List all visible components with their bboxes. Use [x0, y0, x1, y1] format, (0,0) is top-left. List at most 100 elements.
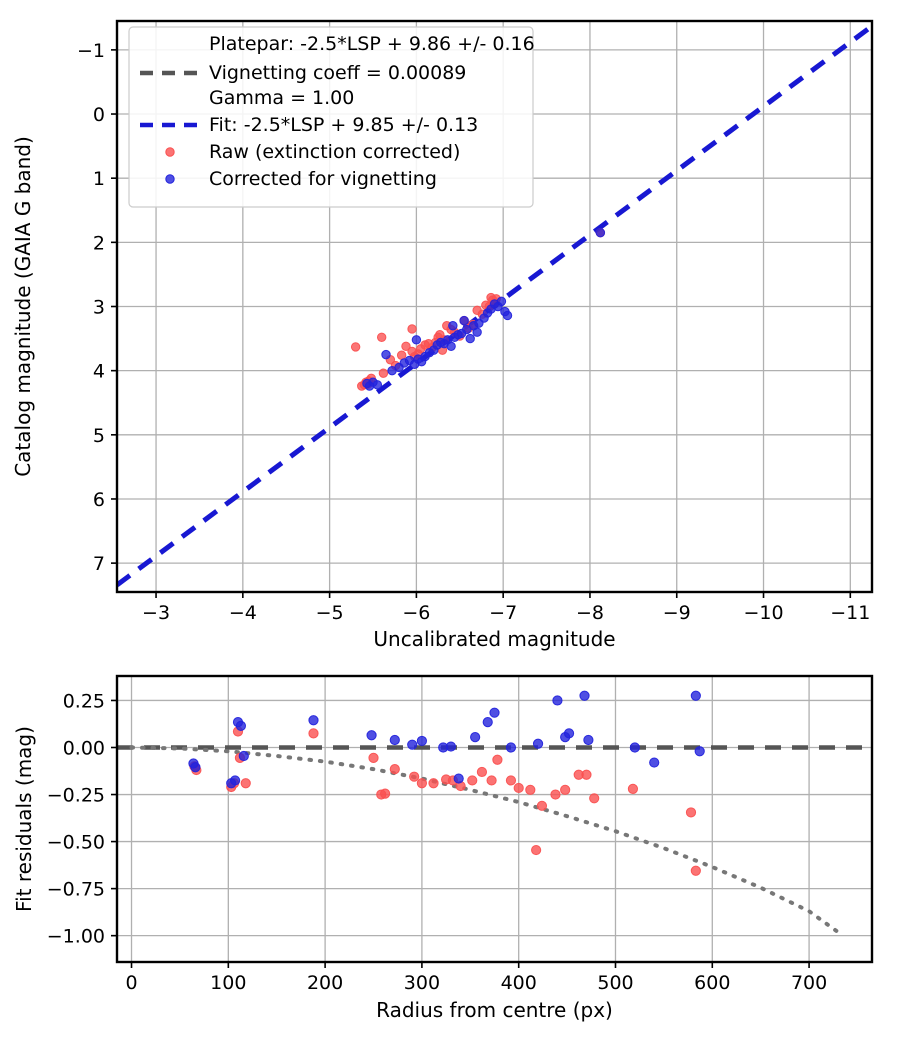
data-point	[428, 778, 439, 789]
data-point	[416, 778, 428, 789]
y-axis-title: Catalog magnitude (GAIA G band)	[11, 136, 35, 477]
y-tick-label: −0.25	[47, 785, 105, 807]
data-point	[505, 742, 517, 753]
x-tick-label: −11	[830, 602, 870, 624]
y-tick-label: 4	[93, 361, 105, 383]
data-point	[496, 296, 507, 307]
residual-series-corrected	[188, 690, 705, 789]
data-point	[459, 315, 469, 326]
scatter-series-corrected	[362, 228, 606, 391]
legend-entry[interactable]: Platepar: -2.5*LSP + 9.86 +/- 0.16	[209, 33, 535, 55]
data-point	[235, 720, 246, 731]
data-point	[401, 341, 411, 351]
x-tick-label: −7	[489, 602, 517, 624]
y-tick-label: 5	[93, 425, 105, 447]
data-point	[372, 380, 383, 390]
legend-label: Fit: -2.5*LSP + 9.85 +/- 0.13	[209, 114, 478, 136]
residuals-panel: 0 100 200 300 400 500 600 700 Radius from centre…	[12, 674, 874, 1022]
data-point	[489, 707, 500, 718]
legend-entry[interactable]: Corrected for vignetting	[165, 168, 437, 190]
data-point	[563, 728, 575, 739]
x-tick-label: 400	[501, 972, 537, 994]
data-point	[381, 349, 391, 360]
y-tick-label: −0.50	[47, 832, 105, 854]
data-point	[694, 746, 705, 757]
data-point	[649, 757, 660, 768]
x-tick-label: 600	[694, 972, 730, 994]
data-point	[407, 324, 417, 334]
legend-dot-swatch	[165, 147, 175, 157]
x-axis-title: Radius from centre (px)	[376, 998, 613, 1022]
data-point	[492, 754, 503, 765]
legend-label: Gamma = 1.00	[209, 87, 354, 109]
legend-dot-swatch	[165, 174, 175, 184]
data-point	[685, 807, 697, 818]
legend-label: Corrected for vignetting	[209, 168, 437, 190]
residuals-xaxis: 0 100 200 300 400 500 600 700 Radius from centre…	[125, 962, 827, 1022]
data-point	[238, 750, 249, 762]
data-point	[380, 788, 391, 799]
y-tick-label: 1	[93, 168, 105, 190]
data-point	[502, 310, 513, 321]
data-point	[396, 350, 407, 360]
data-point	[525, 784, 536, 795]
data-point	[472, 327, 482, 337]
x-tick-label: 700	[791, 972, 827, 994]
data-point	[389, 764, 400, 775]
calibration-yaxis: −1 0 1 2 3 4 5 6 7 Catalog magnitude (GAIA G band…	[11, 40, 117, 575]
x-tick-label: −3	[142, 602, 170, 624]
data-point	[486, 775, 497, 786]
data-point	[409, 771, 420, 782]
x-tick-label: −6	[402, 602, 430, 624]
legend-entry[interactable]: Gamma = 1.00	[209, 87, 354, 109]
legend-entry[interactable]: Vignetting coeff = 0.00089	[140, 62, 466, 84]
data-point	[505, 775, 517, 786]
x-tick-label: 500	[597, 972, 633, 994]
axis-frame-2	[115, 674, 874, 964]
data-point	[350, 342, 361, 352]
y-tick-label: 0.00	[63, 738, 105, 760]
data-point	[240, 778, 251, 789]
legend-entry[interactable]: Fit: -2.5*LSP + 9.85 +/- 0.13	[140, 114, 478, 136]
x-tick-label: −8	[576, 602, 604, 624]
data-point	[690, 690, 701, 701]
data-point	[407, 739, 418, 750]
data-point	[532, 738, 544, 749]
calibration-legend: Platepar: -2.5*LSP + 9.86 +/- 0.16 Vignet…	[128, 26, 535, 208]
vignetting-model-curve	[129, 745, 845, 938]
x-tick-label: 0	[125, 972, 137, 994]
data-point	[470, 732, 481, 743]
data-point	[378, 368, 389, 378]
data-point	[190, 762, 201, 773]
data-point	[411, 335, 422, 345]
data-point	[595, 228, 606, 238]
y-tick-label: 7	[93, 553, 105, 575]
y-tick-label: 0.25	[63, 690, 105, 712]
legend-entry[interactable]: Raw (extinction corrected)	[165, 141, 461, 163]
data-point	[581, 769, 592, 780]
legend-box	[128, 26, 534, 208]
data-point	[482, 716, 493, 728]
data-point	[627, 783, 639, 794]
x-axis-title: Uncalibrated magnitude	[373, 627, 615, 651]
data-point	[366, 730, 377, 741]
data-point	[446, 341, 456, 351]
data-point	[552, 695, 563, 706]
data-point	[229, 775, 241, 786]
data-point	[536, 800, 548, 811]
data-point	[389, 734, 400, 746]
data-point	[448, 321, 458, 331]
y-tick-label: 3	[93, 297, 105, 319]
data-point	[476, 766, 488, 778]
data-point	[589, 793, 600, 804]
y-tick-label: 6	[93, 489, 105, 511]
y-tick-label: −1.00	[47, 926, 105, 948]
data-point	[690, 865, 701, 876]
data-point	[308, 728, 319, 739]
y-tick-label: −0.75	[47, 879, 105, 901]
data-point	[467, 775, 478, 786]
x-tick-label: −5	[316, 602, 344, 624]
